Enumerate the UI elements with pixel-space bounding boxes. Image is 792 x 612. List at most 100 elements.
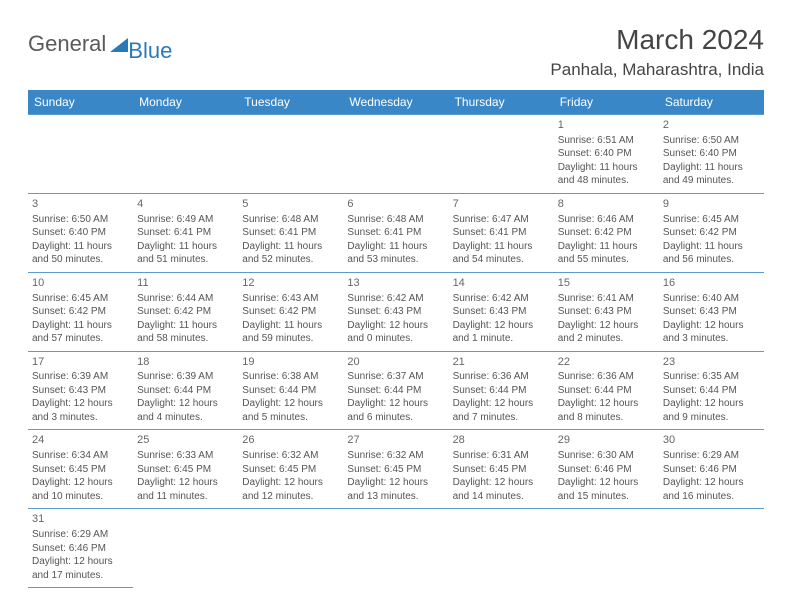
month-title: March 2024 — [550, 24, 764, 56]
sunset-text: Sunset: 6:46 PM — [663, 463, 760, 477]
day-number: 27 — [347, 433, 444, 448]
calendar-cell: 24Sunrise: 6:34 AMSunset: 6:45 PMDayligh… — [28, 430, 133, 509]
daylight-text: and 3 minutes. — [663, 332, 760, 346]
page-header: General Blue March 2024 Panhala, Maharas… — [28, 24, 764, 80]
sunset-text: Sunset: 6:46 PM — [32, 542, 129, 556]
calendar-cell: 6Sunrise: 6:48 AMSunset: 6:41 PMDaylight… — [343, 193, 448, 272]
location-label: Panhala, Maharashtra, India — [550, 60, 764, 80]
sunset-text: Sunset: 6:44 PM — [347, 384, 444, 398]
day-number: 26 — [242, 433, 339, 448]
day-number: 16 — [663, 276, 760, 291]
sunset-text: Sunset: 6:41 PM — [242, 226, 339, 240]
sunset-text: Sunset: 6:45 PM — [32, 463, 129, 477]
sunrise-text: Sunrise: 6:50 AM — [663, 134, 760, 148]
sunrise-text: Sunrise: 6:32 AM — [242, 449, 339, 463]
day-number: 11 — [137, 276, 234, 291]
daylight-text: Daylight: 12 hours — [137, 397, 234, 411]
day-number: 6 — [347, 197, 444, 212]
daylight-text: Daylight: 11 hours — [663, 240, 760, 254]
daylight-text: and 16 minutes. — [663, 490, 760, 504]
sunset-text: Sunset: 6:44 PM — [242, 384, 339, 398]
calendar-cell-empty — [659, 509, 764, 588]
day-number: 29 — [558, 433, 655, 448]
daylight-text: and 57 minutes. — [32, 332, 129, 346]
calendar-cell-empty — [449, 509, 554, 588]
daylight-text: and 52 minutes. — [242, 253, 339, 267]
daylight-text: Daylight: 11 hours — [137, 319, 234, 333]
calendar-cell: 1Sunrise: 6:51 AMSunset: 6:40 PMDaylight… — [554, 115, 659, 194]
sunrise-text: Sunrise: 6:29 AM — [663, 449, 760, 463]
daylight-text: and 10 minutes. — [32, 490, 129, 504]
sunrise-text: Sunrise: 6:44 AM — [137, 292, 234, 306]
calendar-cell: 20Sunrise: 6:37 AMSunset: 6:44 PMDayligh… — [343, 351, 448, 430]
day-number: 17 — [32, 355, 129, 370]
sunrise-text: Sunrise: 6:39 AM — [32, 370, 129, 384]
daylight-text: Daylight: 12 hours — [32, 476, 129, 490]
dayhead-mon: Monday — [133, 90, 238, 115]
daylight-text: and 3 minutes. — [32, 411, 129, 425]
sunset-text: Sunset: 6:46 PM — [558, 463, 655, 477]
daylight-text: and 14 minutes. — [453, 490, 550, 504]
sunset-text: Sunset: 6:43 PM — [32, 384, 129, 398]
calendar-cell: 3Sunrise: 6:50 AMSunset: 6:40 PMDaylight… — [28, 193, 133, 272]
calendar-cell: 30Sunrise: 6:29 AMSunset: 6:46 PMDayligh… — [659, 430, 764, 509]
day-number: 20 — [347, 355, 444, 370]
day-number: 12 — [242, 276, 339, 291]
day-number: 24 — [32, 433, 129, 448]
sunset-text: Sunset: 6:40 PM — [558, 147, 655, 161]
sunrise-text: Sunrise: 6:40 AM — [663, 292, 760, 306]
calendar-cell: 11Sunrise: 6:44 AMSunset: 6:42 PMDayligh… — [133, 272, 238, 351]
day-number: 23 — [663, 355, 760, 370]
sunrise-text: Sunrise: 6:42 AM — [453, 292, 550, 306]
daylight-text: and 56 minutes. — [663, 253, 760, 267]
day-number: 13 — [347, 276, 444, 291]
calendar-cell: 25Sunrise: 6:33 AMSunset: 6:45 PMDayligh… — [133, 430, 238, 509]
daylight-text: Daylight: 11 hours — [242, 240, 339, 254]
daylight-text: and 5 minutes. — [242, 411, 339, 425]
daylight-text: and 49 minutes. — [663, 174, 760, 188]
sunset-text: Sunset: 6:43 PM — [663, 305, 760, 319]
day-number: 22 — [558, 355, 655, 370]
calendar-table: Sunday Monday Tuesday Wednesday Thursday… — [28, 90, 764, 588]
calendar-cell: 17Sunrise: 6:39 AMSunset: 6:43 PMDayligh… — [28, 351, 133, 430]
calendar-cell: 28Sunrise: 6:31 AMSunset: 6:45 PMDayligh… — [449, 430, 554, 509]
day-number: 1 — [558, 118, 655, 133]
calendar-row: 1Sunrise: 6:51 AMSunset: 6:40 PMDaylight… — [28, 115, 764, 194]
calendar-cell-empty — [343, 509, 448, 588]
sunrise-text: Sunrise: 6:45 AM — [32, 292, 129, 306]
calendar-cell: 31Sunrise: 6:29 AMSunset: 6:46 PMDayligh… — [28, 509, 133, 588]
daylight-text: and 4 minutes. — [137, 411, 234, 425]
daylight-text: and 7 minutes. — [453, 411, 550, 425]
sunset-text: Sunset: 6:41 PM — [137, 226, 234, 240]
daylight-text: Daylight: 12 hours — [137, 476, 234, 490]
day-number: 7 — [453, 197, 550, 212]
sunset-text: Sunset: 6:43 PM — [558, 305, 655, 319]
sunrise-text: Sunrise: 6:47 AM — [453, 213, 550, 227]
day-number: 14 — [453, 276, 550, 291]
sunset-text: Sunset: 6:42 PM — [242, 305, 339, 319]
calendar-cell: 13Sunrise: 6:42 AMSunset: 6:43 PMDayligh… — [343, 272, 448, 351]
sunrise-text: Sunrise: 6:41 AM — [558, 292, 655, 306]
day-number: 19 — [242, 355, 339, 370]
dayhead-wed: Wednesday — [343, 90, 448, 115]
daylight-text: and 9 minutes. — [663, 411, 760, 425]
calendar-cell: 26Sunrise: 6:32 AMSunset: 6:45 PMDayligh… — [238, 430, 343, 509]
daylight-text: Daylight: 11 hours — [453, 240, 550, 254]
day-number: 30 — [663, 433, 760, 448]
day-number: 18 — [137, 355, 234, 370]
calendar-cell: 2Sunrise: 6:50 AMSunset: 6:40 PMDaylight… — [659, 115, 764, 194]
sunrise-text: Sunrise: 6:45 AM — [663, 213, 760, 227]
dayhead-tue: Tuesday — [238, 90, 343, 115]
sunset-text: Sunset: 6:44 PM — [137, 384, 234, 398]
dayhead-fri: Friday — [554, 90, 659, 115]
daylight-text: Daylight: 11 hours — [32, 240, 129, 254]
daylight-text: Daylight: 12 hours — [347, 319, 444, 333]
sunset-text: Sunset: 6:40 PM — [32, 226, 129, 240]
calendar-cell: 19Sunrise: 6:38 AMSunset: 6:44 PMDayligh… — [238, 351, 343, 430]
sunrise-text: Sunrise: 6:35 AM — [663, 370, 760, 384]
calendar-cell: 23Sunrise: 6:35 AMSunset: 6:44 PMDayligh… — [659, 351, 764, 430]
daylight-text: Daylight: 11 hours — [347, 240, 444, 254]
day-number: 9 — [663, 197, 760, 212]
calendar-cell-empty — [343, 115, 448, 194]
calendar-row: 24Sunrise: 6:34 AMSunset: 6:45 PMDayligh… — [28, 430, 764, 509]
